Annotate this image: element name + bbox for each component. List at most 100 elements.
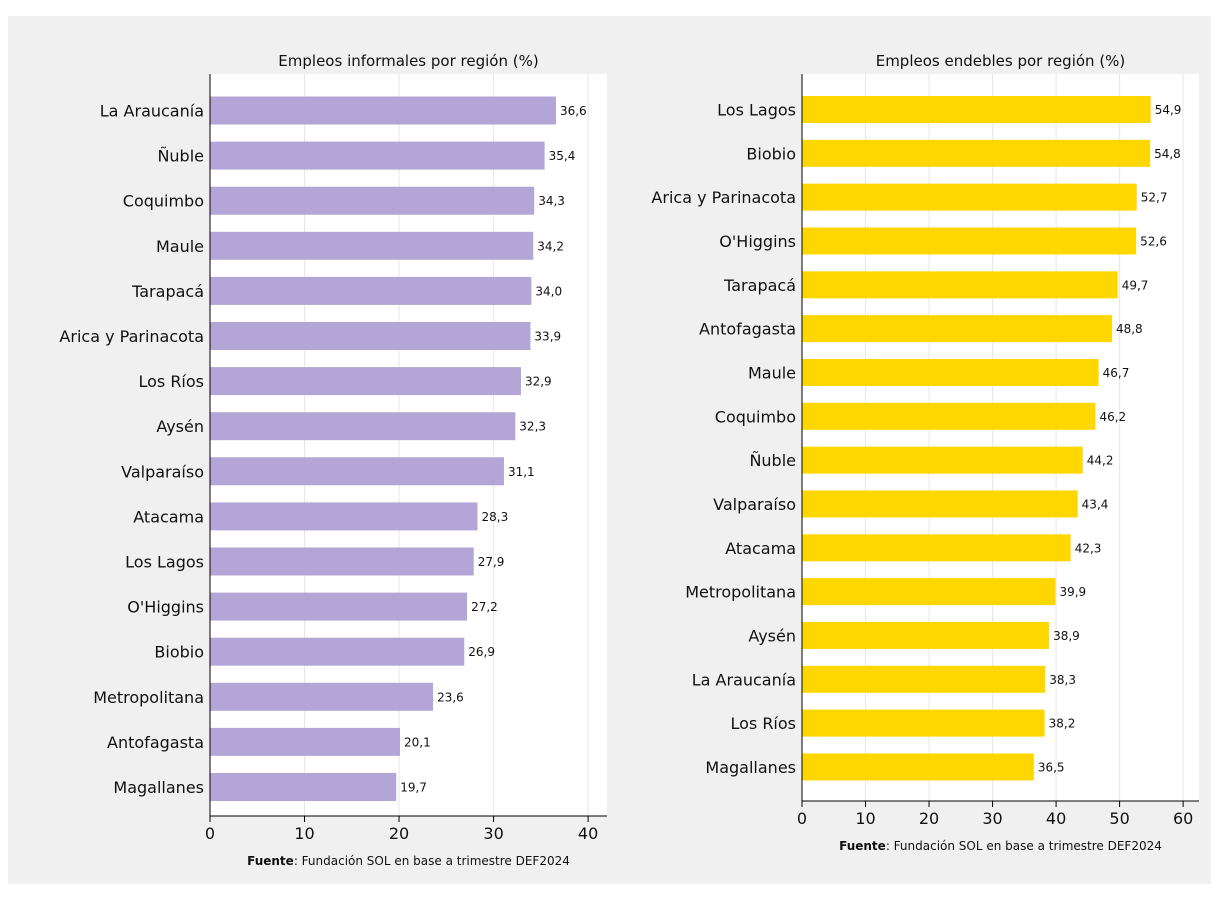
value-label-1-0: 36,6 <box>560 104 587 118</box>
value-label-2-12: 38,9 <box>1053 629 1080 643</box>
x-tick-label-2-5: 50 <box>1109 809 1129 828</box>
value-label-2-7: 46,2 <box>1099 410 1126 424</box>
bar-1-1 <box>210 141 545 170</box>
value-label-2-6: 46,7 <box>1103 366 1130 380</box>
bar-1-7 <box>210 412 516 441</box>
value-label-2-11: 39,9 <box>1059 585 1086 599</box>
source-note-bold-1: Fuente <box>247 854 294 868</box>
category-label-2-15: Magallanes <box>705 758 796 777</box>
category-label-2-12: Aysén <box>748 626 796 645</box>
category-label-1-5: Arica y Parinacota <box>59 327 204 346</box>
chart-title-2: Empleos endebles por región (%) <box>876 52 1126 70</box>
bar-2-5 <box>802 315 1112 343</box>
bar-2-15 <box>802 753 1034 781</box>
bar-2-7 <box>802 402 1096 430</box>
value-label-1-11: 27,2 <box>471 600 498 614</box>
value-label-2-5: 48,8 <box>1116 322 1143 336</box>
bar-2-0 <box>802 96 1151 123</box>
x-tick-label-2-2: 20 <box>919 809 939 828</box>
category-label-2-1: Biobio <box>746 144 796 163</box>
category-label-1-4: Tarapacá <box>131 282 204 301</box>
value-label-1-7: 32,3 <box>519 420 546 434</box>
figure: Empleos informales por región (%) La Arau… <box>8 16 1211 884</box>
category-label-2-8: Ñuble <box>749 451 796 470</box>
value-label-1-2: 34,3 <box>538 194 565 208</box>
category-label-1-10: Los Lagos <box>125 553 204 572</box>
x-tick-label-2-3: 30 <box>982 809 1002 828</box>
category-label-1-13: Metropolitana <box>93 688 204 707</box>
category-label-1-11: O'Higgins <box>127 598 204 617</box>
value-label-2-13: 38,3 <box>1049 673 1076 687</box>
category-label-2-13: La Araucanía <box>692 670 796 689</box>
bar-1-0 <box>210 96 556 125</box>
bar-1-6 <box>210 367 521 396</box>
bar-2-6 <box>802 358 1099 386</box>
bar-1-15 <box>210 773 397 801</box>
value-label-2-3: 52,6 <box>1140 234 1167 248</box>
value-label-1-12: 26,9 <box>468 645 495 659</box>
x-tick-label-1-4: 40 <box>578 824 598 843</box>
category-label-1-15: Magallanes <box>113 778 204 797</box>
source-note-bold-2: Fuente <box>839 839 886 853</box>
value-label-1-6: 32,9 <box>525 375 552 389</box>
value-label-1-8: 31,1 <box>508 465 535 479</box>
bar-1-13 <box>210 682 434 711</box>
value-label-2-14: 38,2 <box>1049 717 1076 731</box>
chart-title-1: Empleos informales por región (%) <box>278 52 538 70</box>
value-label-1-14: 20,1 <box>404 735 431 749</box>
source-note-2: Fuente: Fundación SOL en base a trimestr… <box>839 839 1162 853</box>
bar-2-3 <box>802 227 1137 255</box>
bar-2-14 <box>802 709 1045 737</box>
bar-2-10 <box>802 534 1071 562</box>
category-label-1-14: Antofagasta <box>107 733 204 752</box>
value-label-1-13: 23,6 <box>437 690 464 704</box>
value-label-2-0: 54,9 <box>1155 103 1182 117</box>
bar-2-8 <box>802 446 1083 474</box>
category-label-1-7: Aysén <box>156 417 204 436</box>
bar-2-13 <box>802 665 1046 693</box>
value-label-2-4: 49,7 <box>1122 278 1149 292</box>
category-label-2-14: Los Ríos <box>730 714 796 733</box>
category-label-2-10: Atacama <box>725 539 796 558</box>
bar-2-11 <box>802 578 1056 606</box>
x-tick-label-1-0: 0 <box>205 824 215 843</box>
category-label-2-6: Maule <box>748 363 796 382</box>
bar-1-10 <box>210 547 474 576</box>
bar-2-1 <box>802 139 1151 167</box>
category-label-2-11: Metropolitana <box>685 583 796 602</box>
bar-1-11 <box>210 592 468 621</box>
x-tick-label-2-0: 0 <box>797 809 807 828</box>
category-label-2-2: Arica y Parinacota <box>651 188 796 207</box>
value-label-1-4: 34,0 <box>535 284 562 298</box>
value-label-1-9: 28,3 <box>482 510 509 524</box>
bar-1-3 <box>210 231 534 260</box>
bar-1-4 <box>210 276 532 305</box>
bar-1-5 <box>210 322 531 350</box>
value-label-2-8: 44,2 <box>1087 454 1114 468</box>
category-label-2-4: Tarapacá <box>723 276 796 295</box>
value-label-2-10: 42,3 <box>1075 541 1102 555</box>
category-label-1-9: Atacama <box>133 507 204 526</box>
category-label-2-9: Valparaíso <box>713 495 796 514</box>
bar-1-2 <box>210 186 535 215</box>
bar-1-9 <box>210 502 478 531</box>
x-tick-label-2-1: 10 <box>855 809 875 828</box>
x-tick-label-1-3: 30 <box>483 824 503 843</box>
charts-svg: Empleos informales por región (%) La Arau… <box>59 52 1199 868</box>
category-label-1-1: Ñuble <box>157 147 204 166</box>
category-label-1-2: Coquimbo <box>123 192 204 211</box>
bar-2-2 <box>802 183 1137 211</box>
bar-1-12 <box>210 637 465 666</box>
bar-2-9 <box>802 490 1078 518</box>
bar-1-14 <box>210 727 400 756</box>
source-note-text-1: : Fundación SOL en base a trimestre DEF2… <box>294 854 570 868</box>
category-label-1-12: Biobio <box>154 643 204 662</box>
value-label-1-1: 35,4 <box>549 149 576 163</box>
source-note-1: Fuente: Fundación SOL en base a trimestr… <box>247 854 570 868</box>
category-label-1-6: Los Ríos <box>138 372 204 391</box>
bar-2-4 <box>802 271 1118 299</box>
source-note-text-2: : Fundación SOL en base a trimestre DEF2… <box>886 839 1162 853</box>
x-tick-label-1-2: 20 <box>389 824 409 843</box>
category-label-1-3: Maule <box>156 237 204 256</box>
value-label-2-2: 52,7 <box>1141 191 1168 205</box>
